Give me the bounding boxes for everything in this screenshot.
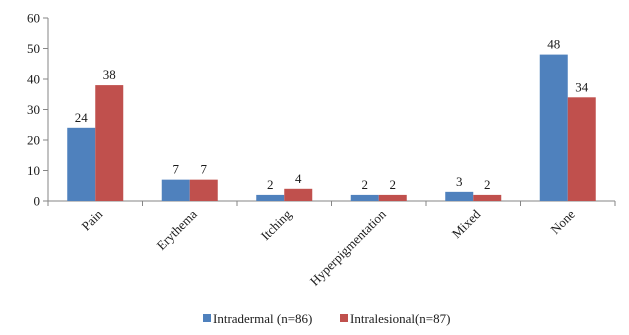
data-label: 2 xyxy=(484,177,491,192)
bar-itching-series-1 xyxy=(256,194,285,201)
data-label: 2 xyxy=(390,177,397,192)
category-label: Mixed xyxy=(449,206,484,241)
bar-hyperpigmentation-series-2 xyxy=(378,194,407,201)
data-label: 2 xyxy=(362,177,369,192)
bar-mixed-series-2 xyxy=(473,194,502,201)
category-label: None xyxy=(547,206,578,237)
bar-hyperpigmentation-series-1 xyxy=(350,194,379,201)
bar-mixed-series-1 xyxy=(445,191,474,201)
bar-none-series-1 xyxy=(539,54,568,201)
category-label: Pain xyxy=(78,206,105,233)
bars-group xyxy=(67,54,596,201)
category-label: Hyperpigmentation xyxy=(307,206,389,288)
y-tick-label: 30 xyxy=(27,102,40,117)
data-label: 2 xyxy=(267,177,274,192)
y-tick-label: 10 xyxy=(27,163,40,178)
y-tick-label: 0 xyxy=(34,194,41,209)
legend-label: Intralesional(n=87) xyxy=(350,311,450,326)
category-label: Erythema xyxy=(154,206,201,253)
data-label: 34 xyxy=(575,79,589,94)
category-label: Itching xyxy=(258,206,295,243)
legend-swatch xyxy=(340,314,348,322)
data-label: 7 xyxy=(201,162,208,177)
y-tick-label: 50 xyxy=(27,41,40,56)
axes-group: 0 10 20 30 40 50 60 xyxy=(27,11,616,209)
bar-none-series-2 xyxy=(567,97,596,201)
data-label: 48 xyxy=(547,37,560,52)
legend-swatch xyxy=(203,314,211,322)
data-label: 4 xyxy=(295,171,302,186)
data-label: 38 xyxy=(103,67,116,82)
data-label: 7 xyxy=(173,162,180,177)
bar-pain-series-2 xyxy=(95,85,124,201)
y-tick-label: 60 xyxy=(27,11,40,26)
bar-erythema-series-2 xyxy=(189,179,218,201)
data-label: 24 xyxy=(75,110,89,125)
bar-erythema-series-1 xyxy=(161,179,190,201)
bar-pain-series-1 xyxy=(67,127,96,201)
legend: Intradermal (n=86) Intralesional(n=87) xyxy=(203,311,450,326)
legend-label: Intradermal (n=86) xyxy=(213,311,312,326)
y-tick-label: 20 xyxy=(27,133,40,148)
y-tick-label: 40 xyxy=(27,72,40,87)
bar-itching-series-2 xyxy=(284,188,313,201)
data-label: 3 xyxy=(456,174,463,189)
